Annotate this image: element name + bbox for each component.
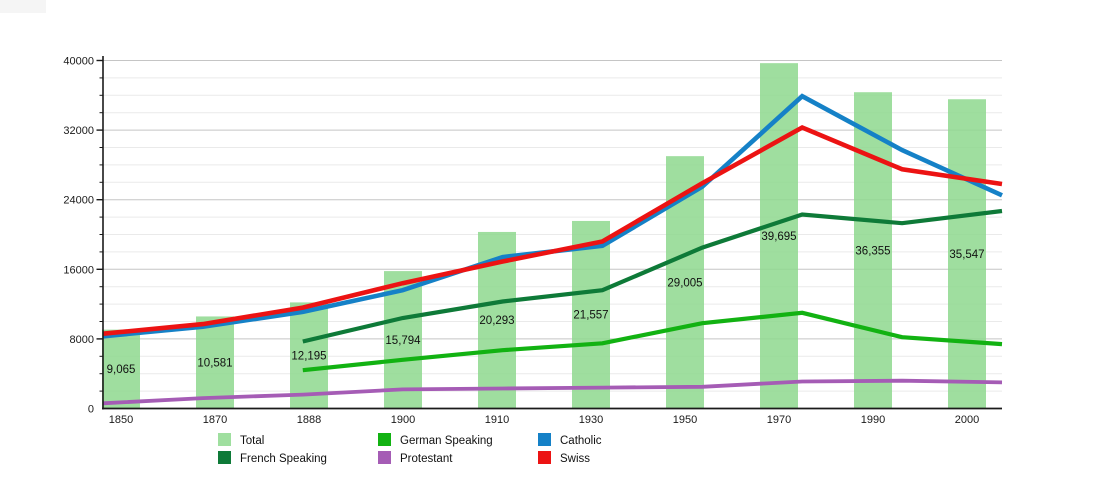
- x-tick-label-1990: 1990: [861, 414, 885, 426]
- legend-label-total: Total: [240, 435, 264, 447]
- bar-label-1910: 20,293: [479, 315, 514, 327]
- y-axis-ticks: [96, 59, 103, 392]
- legend-item-catholic: Catholic: [538, 433, 602, 447]
- legend-item-german-speaking: German Speaking: [378, 433, 493, 447]
- bar-1970: [760, 63, 798, 409]
- x-tick-label-1930: 1930: [579, 414, 603, 426]
- x-tick-label-1850: 1850: [109, 414, 133, 426]
- legend-label-swiss: Swiss: [560, 453, 590, 465]
- legend-label-protestant: Protestant: [400, 453, 453, 465]
- legend-swatch-total: [218, 433, 231, 446]
- legend-item-french-speaking: French Speaking: [218, 451, 327, 465]
- x-tick-label-1888: 1888: [297, 414, 321, 426]
- bar-1870: [196, 316, 234, 409]
- legend-swatch-german-speaking: [378, 433, 391, 446]
- bar-label-1888: 12,195: [291, 350, 326, 362]
- bar-value-labels: 9,065 10,581 12,195 15,794 20,293 21,557 29,00…: [107, 231, 985, 376]
- series-line-protestant: [102, 378, 1003, 406]
- y-tick-label-24000: 24000: [63, 195, 94, 207]
- series-line-french-speaking: [302, 208, 1003, 344]
- legend-label-german-speaking: German Speaking: [400, 435, 493, 447]
- bar-label-1930: 21,557: [573, 310, 608, 322]
- y-tick-label-32000: 32000: [63, 125, 94, 137]
- bar-1888: [290, 302, 328, 409]
- bar-label-1990: 36,355: [855, 245, 890, 257]
- y-tick-label-16000: 16000: [63, 264, 94, 276]
- legend-label-catholic: Catholic: [560, 435, 602, 447]
- bar-label-1950: 29,005: [667, 277, 702, 289]
- x-tick-label-1970: 1970: [767, 414, 791, 426]
- legend-item-protestant: Protestant: [378, 451, 453, 465]
- bar-label-2000: 35,547: [949, 249, 984, 261]
- legend-swatch-protestant: [378, 451, 391, 464]
- series-line-german-speaking: [302, 310, 1003, 373]
- legend-item-total: Total: [218, 433, 264, 447]
- y-tick-label-40000: 40000: [63, 56, 94, 68]
- x-tick-label-1900: 1900: [391, 414, 415, 426]
- bar-1850: [102, 329, 140, 409]
- legend-swatch-catholic: [538, 433, 551, 446]
- series-line-swiss: [102, 124, 1003, 336]
- bar-label-1970: 39,695: [761, 231, 796, 243]
- bar-2000: [948, 99, 986, 409]
- bar-label-1850: 9,065: [107, 364, 136, 376]
- legend-label-french-speaking: French Speaking: [240, 453, 327, 465]
- legend: Total German Speaking Catholic French Speak…: [218, 433, 602, 465]
- x-tick-label-1950: 1950: [673, 414, 697, 426]
- bar-label-1900: 15,794: [385, 335, 421, 347]
- bar-1930: [572, 220, 610, 409]
- y-tick-label-0: 0: [88, 404, 94, 416]
- legend-swatch-french-speaking: [218, 451, 231, 464]
- bar-1990: [854, 92, 892, 409]
- x-axis-labels: 1850 1870 1888 1900 1910 1930 1950 1970 1990 2000: [109, 414, 979, 426]
- x-tick-label-2000: 2000: [955, 414, 979, 426]
- bar-label-1870: 10,581: [197, 357, 232, 369]
- x-tick-label-1910: 1910: [485, 414, 509, 426]
- legend-swatch-swiss: [538, 451, 551, 464]
- y-axis-labels: 0 8000 16000 24000 32000 40000: [63, 56, 94, 416]
- legend-item-swiss: Swiss: [538, 451, 590, 465]
- grid-major-lines: [103, 60, 1002, 340]
- screen-corner-artifact: [0, 0, 46, 13]
- y-tick-label-8000: 8000: [70, 334, 94, 346]
- x-tick-label-1870: 1870: [203, 414, 227, 426]
